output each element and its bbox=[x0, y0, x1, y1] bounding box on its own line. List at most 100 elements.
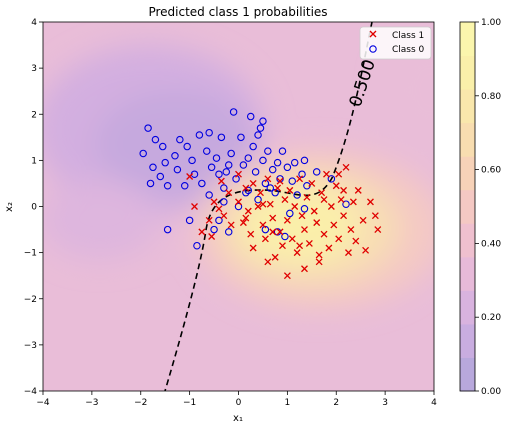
colorbar-band bbox=[460, 256, 475, 291]
x-tick-label: 2 bbox=[333, 398, 339, 408]
class-1-point-stroke bbox=[279, 242, 286, 250]
class-0-point bbox=[286, 209, 294, 218]
class-0-point bbox=[188, 156, 196, 165]
class-1-point-stroke bbox=[215, 205, 223, 213]
x-axis-ticks: −4 −3 −2 −1 0 1 2 3 4 bbox=[36, 391, 437, 408]
class-1-point bbox=[296, 242, 304, 250]
class-1-point-stroke bbox=[342, 163, 350, 171]
class-1-point bbox=[335, 170, 343, 178]
class-1-point-stroke bbox=[340, 186, 348, 194]
class-0-point bbox=[224, 228, 233, 236]
class-1-point-stroke bbox=[249, 244, 257, 252]
decision-boundary bbox=[164, 22, 373, 391]
class-0-point bbox=[293, 191, 301, 199]
class-1-point bbox=[198, 228, 206, 236]
class-1-points bbox=[186, 163, 382, 280]
class-1-point bbox=[205, 216, 213, 224]
class-1-point-stroke bbox=[210, 198, 218, 206]
class-0-point bbox=[242, 188, 250, 197]
class-1-point-stroke bbox=[293, 249, 301, 257]
class-0-point bbox=[254, 195, 262, 204]
y-tick-label: −3 bbox=[24, 341, 37, 351]
class-0-point bbox=[144, 124, 152, 132]
class-0-point bbox=[183, 142, 191, 151]
x-tick-label: 3 bbox=[382, 398, 388, 408]
class-1-point bbox=[227, 221, 235, 229]
class-0-point bbox=[273, 158, 282, 167]
class-1-point bbox=[313, 219, 321, 227]
y-tick-label: −2 bbox=[24, 295, 37, 305]
class-0-point bbox=[249, 142, 257, 151]
class-1-point bbox=[340, 212, 348, 220]
class-1-point bbox=[342, 163, 350, 171]
class-1-point-stroke bbox=[374, 226, 382, 234]
class-1-point bbox=[301, 265, 308, 273]
class-0-point bbox=[185, 216, 194, 225]
class-1-point bbox=[259, 200, 267, 208]
class-1-point bbox=[296, 175, 304, 183]
legend: Class 1 Class 0 bbox=[359, 26, 432, 60]
class-1-point bbox=[249, 244, 257, 252]
colorbar-band bbox=[460, 156, 475, 191]
class-1-point-stroke bbox=[337, 196, 345, 204]
colorbar-band bbox=[460, 22, 475, 57]
class-1-point bbox=[315, 251, 323, 259]
class-1-point bbox=[264, 258, 272, 266]
class-1-point-stroke bbox=[301, 265, 308, 273]
class-1-point bbox=[330, 221, 338, 229]
plot-area: 0.500 bbox=[43, 22, 434, 391]
class-0-point bbox=[163, 225, 172, 234]
class-0-point bbox=[161, 158, 169, 167]
class-1-point-stroke bbox=[320, 230, 328, 238]
class-1-point-stroke bbox=[310, 207, 318, 215]
class-1-point bbox=[362, 246, 370, 254]
class-1-point bbox=[276, 228, 284, 236]
x-tick-label: −3 bbox=[85, 398, 98, 408]
class-1-point-stroke bbox=[301, 226, 308, 234]
class-1-point bbox=[303, 193, 311, 201]
class-1-point bbox=[301, 226, 308, 234]
class-1-point-stroke bbox=[249, 179, 257, 187]
legend-box bbox=[359, 26, 432, 60]
class-1-point bbox=[286, 186, 294, 194]
class-1-point bbox=[269, 214, 277, 222]
class-1-point-stroke bbox=[264, 175, 272, 183]
class-1-point bbox=[374, 226, 382, 234]
legend-label-class-0: Class 0 bbox=[392, 45, 425, 55]
x-tick-label: 0 bbox=[236, 398, 242, 408]
class-0-point bbox=[180, 181, 189, 190]
x-tick-label: −1 bbox=[183, 398, 196, 408]
class-1-point-stroke bbox=[257, 189, 264, 197]
class-1-point bbox=[320, 196, 328, 204]
class-0-point bbox=[227, 149, 235, 158]
colorbar-tick-label: 0.80 bbox=[481, 92, 501, 102]
y-tick-label: 3 bbox=[31, 64, 37, 74]
class-1-point bbox=[308, 179, 316, 187]
class-0-point bbox=[215, 216, 223, 225]
probability-contours bbox=[43, 35, 434, 310]
class-1-point-stroke bbox=[186, 173, 194, 180]
class-1-point-stroke bbox=[335, 235, 343, 243]
class-1-point-stroke bbox=[259, 200, 267, 208]
class-1-point-stroke bbox=[220, 212, 228, 220]
class-1-point-stroke bbox=[276, 177, 284, 185]
class-0-point bbox=[173, 165, 182, 174]
class-1-point bbox=[325, 244, 333, 252]
class-1-point bbox=[315, 258, 323, 266]
class-0-point bbox=[205, 128, 213, 137]
chart-title: Predicted class 1 probabilities bbox=[148, 5, 327, 19]
x-tick-label: 1 bbox=[285, 398, 291, 408]
class-1-point bbox=[266, 200, 274, 208]
class-1-point-stroke bbox=[259, 221, 267, 229]
class-1-point bbox=[335, 235, 343, 243]
class-0-point bbox=[288, 177, 297, 185]
class-0-point bbox=[261, 179, 270, 188]
class-0-point bbox=[244, 186, 253, 195]
class-0-point bbox=[237, 133, 245, 142]
class-1-point-stroke bbox=[281, 196, 289, 204]
class-0-point bbox=[229, 108, 238, 116]
class-1-point-stroke bbox=[208, 233, 216, 240]
class-1-point bbox=[354, 186, 362, 194]
class-0-point bbox=[251, 168, 260, 176]
class-1-point-stroke bbox=[340, 212, 348, 220]
